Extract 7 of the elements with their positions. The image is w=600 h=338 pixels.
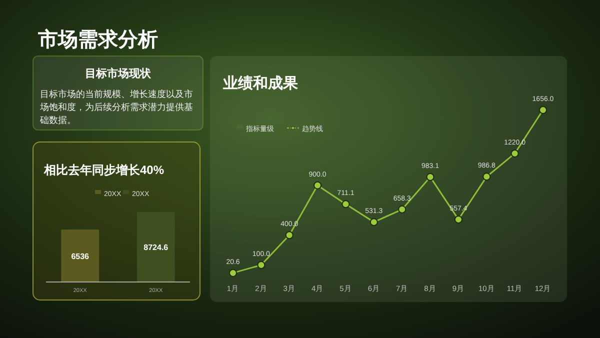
text: 目标市场现状 [85, 67, 152, 80]
data-label: 8724.6 [144, 243, 169, 252]
text: 市场需求分析 [37, 28, 158, 51]
chart-title: 相比去年同步增长40% [43, 163, 164, 177]
text: 目标市场的当前规模、增长速度以及市场饱和度，为后续分析需求潜力提供基础数据。 [39, 89, 193, 125]
data-label: 6536 [71, 252, 90, 261]
chart-title: 业绩和成果 [222, 75, 299, 92]
